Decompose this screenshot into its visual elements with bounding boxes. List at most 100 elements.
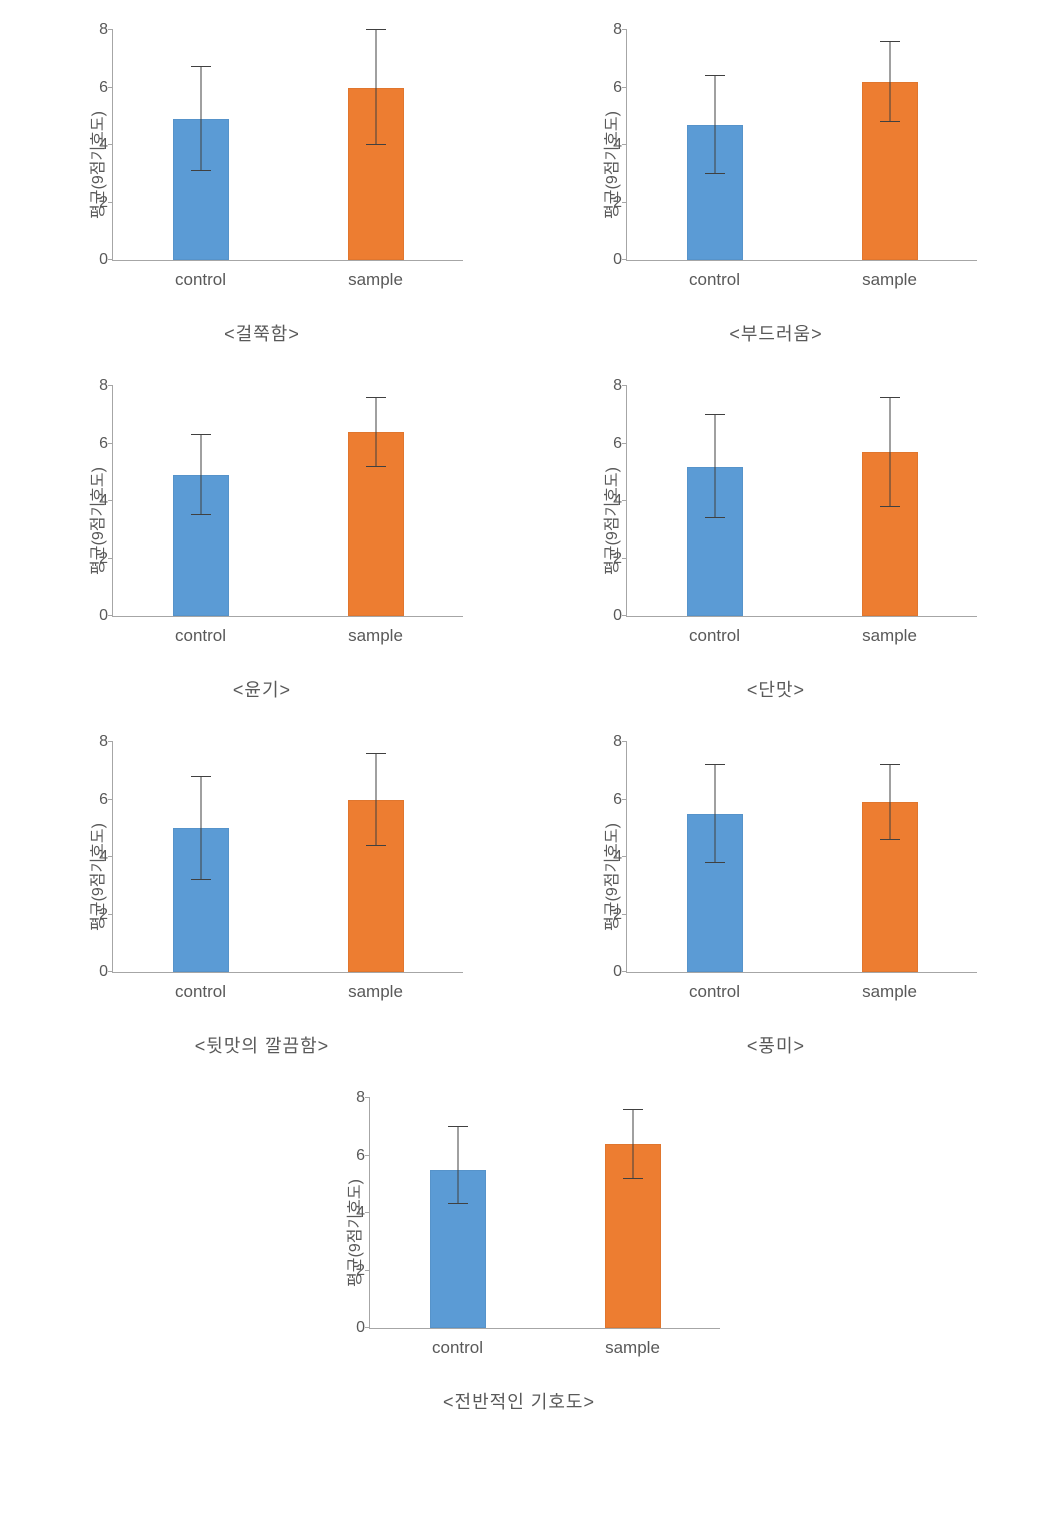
y-tick-mark xyxy=(622,500,627,501)
error-cap xyxy=(880,41,900,42)
error-bar xyxy=(714,415,715,519)
error-cap xyxy=(366,144,386,145)
y-tick-mark xyxy=(365,1097,370,1098)
y-tick-mark xyxy=(108,971,113,972)
x-tick-label: sample xyxy=(862,626,917,646)
y-tick-label: 0 xyxy=(592,963,622,981)
y-tick-label: 4 xyxy=(592,492,622,510)
y-tick-label: 6 xyxy=(592,791,622,809)
error-cap xyxy=(705,173,725,174)
y-tick-label: 6 xyxy=(78,79,108,97)
error-bar xyxy=(375,754,376,846)
y-tick-label: 6 xyxy=(78,791,108,809)
chart-area: 평균(9점기호도)02468controlsample xyxy=(42,20,482,310)
chart-panel: 평균(9점기호도)02468controlsample<부드러움> xyxy=(556,20,996,346)
error-cap xyxy=(448,1126,468,1127)
y-tick-mark xyxy=(365,1212,370,1213)
y-tick-mark xyxy=(108,856,113,857)
y-tick-label: 2 xyxy=(592,550,622,568)
error-bar xyxy=(200,777,201,881)
y-tick-mark xyxy=(108,741,113,742)
y-tick-label: 4 xyxy=(592,136,622,154)
chart-panel: 평균(9점기호도)02468controlsample<풍미> xyxy=(556,732,996,1058)
y-tick-label: 0 xyxy=(78,607,108,625)
y-tick-mark xyxy=(108,615,113,616)
error-cap xyxy=(705,764,725,765)
y-tick-mark xyxy=(622,971,627,972)
error-cap xyxy=(623,1109,643,1110)
x-tick-label: control xyxy=(689,270,740,290)
error-bar xyxy=(714,76,715,174)
error-cap xyxy=(191,170,211,171)
chart-subtitle: <걸쭉함> xyxy=(224,320,300,346)
error-cap xyxy=(880,397,900,398)
y-tick-mark xyxy=(622,202,627,203)
x-tick-label: control xyxy=(175,626,226,646)
y-tick-label: 0 xyxy=(592,251,622,269)
y-tick-label: 0 xyxy=(78,963,108,981)
y-tick-label: 2 xyxy=(78,906,108,924)
x-tick-label: sample xyxy=(605,1338,660,1358)
x-tick-label: control xyxy=(432,1338,483,1358)
chart-subtitle: <뒷맛의 깔끔함> xyxy=(195,1032,329,1058)
y-tick-mark xyxy=(622,443,627,444)
y-tick-label: 4 xyxy=(78,848,108,866)
plot-box: 02468controlsample xyxy=(112,742,463,973)
y-tick-label: 4 xyxy=(592,848,622,866)
y-tick-mark xyxy=(622,914,627,915)
x-tick-label: control xyxy=(175,982,226,1002)
chart-panel: 평균(9점기호도)02468controlsample<뒷맛의 깔끔함> xyxy=(42,732,482,1058)
error-cap xyxy=(366,466,386,467)
plot-box: 02468controlsample xyxy=(626,386,977,617)
chart-subtitle: <윤기> xyxy=(233,676,291,702)
y-tick-mark xyxy=(622,741,627,742)
error-cap xyxy=(448,1203,468,1204)
error-bar xyxy=(375,398,376,467)
y-tick-mark xyxy=(622,259,627,260)
y-tick-label: 8 xyxy=(592,377,622,395)
error-cap xyxy=(366,29,386,30)
error-bar xyxy=(889,398,890,507)
error-cap xyxy=(880,839,900,840)
error-bar xyxy=(375,30,376,145)
error-cap xyxy=(705,414,725,415)
error-cap xyxy=(191,66,211,67)
y-tick-label: 6 xyxy=(78,435,108,453)
plot-box: 02468controlsample xyxy=(112,30,463,261)
x-tick-label: sample xyxy=(348,982,403,1002)
chart-area: 평균(9점기호도)02468controlsample xyxy=(556,376,996,666)
y-tick-label: 8 xyxy=(335,1089,365,1107)
error-cap xyxy=(705,517,725,518)
error-bar xyxy=(889,765,890,840)
error-bar xyxy=(200,435,201,516)
y-tick-mark xyxy=(622,29,627,30)
y-tick-mark xyxy=(108,385,113,386)
chart-area: 평균(9점기호도)02468controlsample xyxy=(556,20,996,310)
chart-grid: 평균(9점기호도)02468controlsample <걸쭉함>평균(9점기호도… xyxy=(20,20,1018,1414)
y-tick-mark xyxy=(108,29,113,30)
chart-subtitle: <부드러움> xyxy=(729,320,822,346)
error-bar xyxy=(889,42,890,123)
error-cap xyxy=(191,514,211,515)
y-tick-label: 8 xyxy=(78,377,108,395)
y-tick-mark xyxy=(622,856,627,857)
chart-subtitle: <풍미> xyxy=(747,1032,805,1058)
x-tick-label: sample xyxy=(348,270,403,290)
plot-box: 02468controlsample xyxy=(626,30,977,261)
error-cap xyxy=(366,845,386,846)
y-tick-label: 8 xyxy=(592,21,622,39)
y-tick-label: 6 xyxy=(335,1147,365,1165)
y-tick-label: 2 xyxy=(592,194,622,212)
error-cap xyxy=(705,75,725,76)
error-bar xyxy=(457,1127,458,1205)
x-tick-label: control xyxy=(689,626,740,646)
x-tick-label: sample xyxy=(862,982,917,1002)
error-cap xyxy=(705,862,725,863)
error-cap xyxy=(366,753,386,754)
error-cap xyxy=(191,879,211,880)
y-tick-mark xyxy=(108,259,113,260)
x-tick-label: sample xyxy=(862,270,917,290)
y-tick-mark xyxy=(108,914,113,915)
y-tick-label: 8 xyxy=(78,733,108,751)
chart-panel: 평균(9점기호도)02468controlsample <걸쭉함> xyxy=(42,20,482,346)
